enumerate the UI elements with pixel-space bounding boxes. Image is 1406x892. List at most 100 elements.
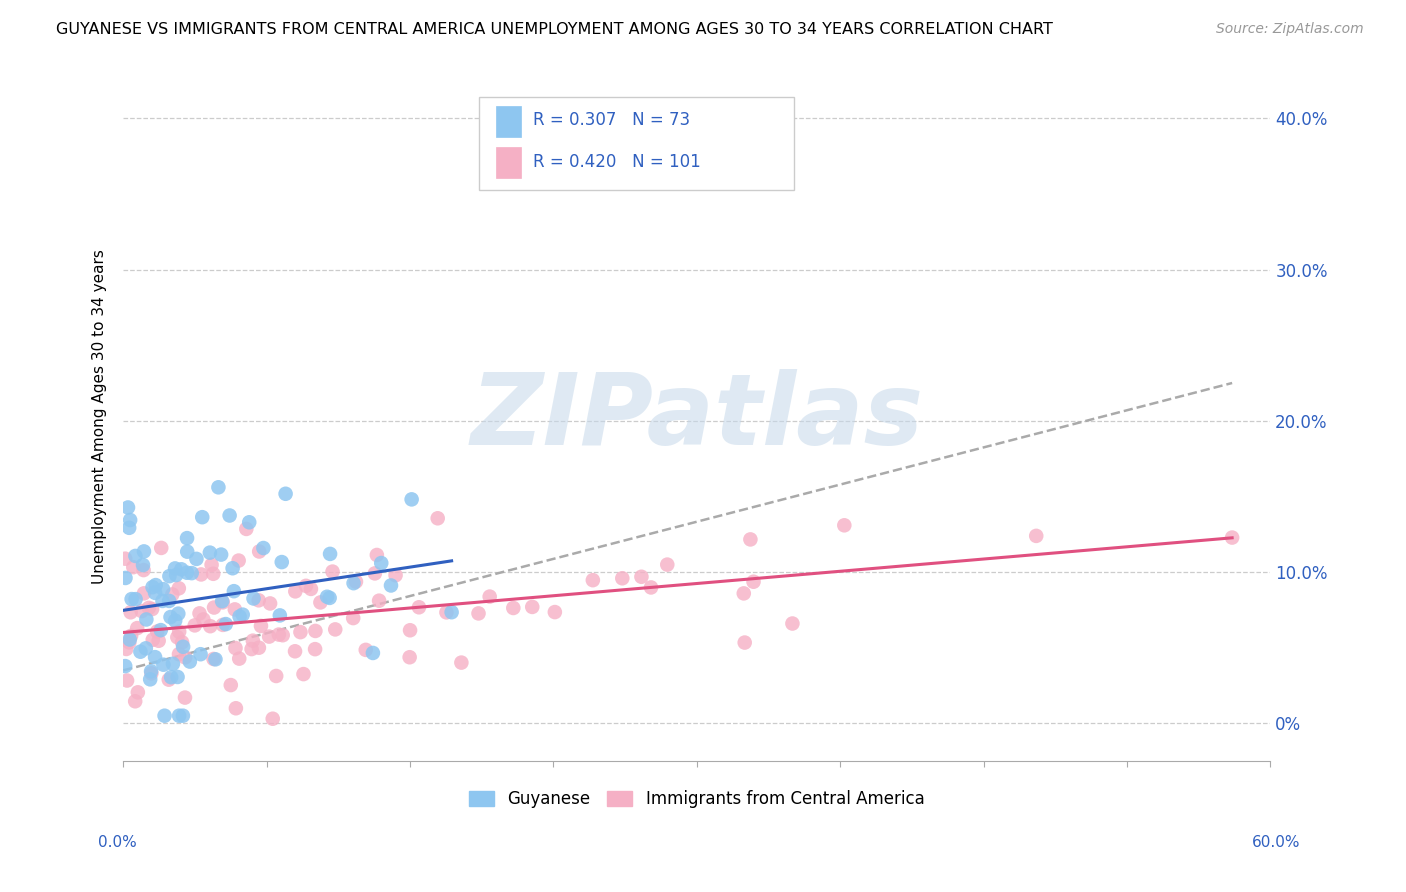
Point <box>191 510 214 524</box>
Text: 60.0%: 60.0% <box>1253 836 1301 850</box>
Point <box>242 633 264 648</box>
Point <box>247 640 270 655</box>
Point <box>247 593 270 607</box>
Point <box>176 566 198 580</box>
Point <box>170 635 193 649</box>
Point <box>232 607 254 622</box>
Point <box>159 610 181 624</box>
Point <box>436 606 458 620</box>
Point <box>200 558 222 572</box>
Point <box>399 624 422 638</box>
Point <box>384 568 406 582</box>
Point <box>135 612 157 626</box>
Point <box>167 708 190 723</box>
Point <box>235 522 257 536</box>
FancyBboxPatch shape <box>479 97 794 190</box>
Text: ZIPatlas: ZIPatlas <box>470 368 924 466</box>
Point <box>259 597 281 611</box>
Point <box>135 641 157 656</box>
Point <box>180 566 202 581</box>
Point <box>368 593 391 607</box>
Point <box>274 487 297 501</box>
Point <box>733 586 755 600</box>
Point <box>167 607 190 621</box>
Point <box>240 642 263 657</box>
Point <box>1220 531 1243 545</box>
Point <box>267 627 290 641</box>
Point <box>215 617 238 632</box>
Point <box>121 592 143 607</box>
Point <box>224 602 246 616</box>
Point <box>190 647 212 661</box>
Point <box>184 618 207 632</box>
Point <box>176 531 198 545</box>
Point <box>186 552 208 566</box>
Text: GUYANESE VS IMMIGRANTS FROM CENTRAL AMERICA UNEMPLOYMENT AMONG AGES 30 TO 34 YEA: GUYANESE VS IMMIGRANTS FROM CENTRAL AMER… <box>56 22 1053 37</box>
Point <box>657 558 679 572</box>
Point <box>120 629 142 643</box>
Point <box>190 567 212 582</box>
Point <box>250 619 273 633</box>
Point <box>114 551 136 566</box>
Point <box>166 670 188 684</box>
Point <box>172 708 194 723</box>
Point <box>269 608 291 623</box>
Point <box>364 566 387 581</box>
Point <box>202 566 225 581</box>
Point <box>211 595 233 609</box>
Point <box>342 576 364 591</box>
Text: R = 0.307   N = 73: R = 0.307 N = 73 <box>533 112 690 129</box>
Point <box>398 650 420 665</box>
Point <box>172 640 194 654</box>
Point <box>162 587 184 601</box>
Point <box>118 521 141 535</box>
Point <box>478 590 501 604</box>
Point <box>612 571 634 585</box>
Point <box>582 573 605 587</box>
Point <box>174 690 197 705</box>
Point <box>157 673 180 687</box>
Point <box>148 633 170 648</box>
Point <box>211 594 233 608</box>
Point <box>290 625 312 640</box>
Point <box>167 582 190 596</box>
Point <box>401 492 423 507</box>
Point <box>522 599 544 614</box>
Point <box>380 578 402 592</box>
Point <box>143 650 166 665</box>
Point <box>200 619 222 633</box>
Point <box>132 558 155 572</box>
Point <box>124 592 146 607</box>
Point <box>139 665 162 679</box>
Point <box>262 712 284 726</box>
Point <box>242 591 264 606</box>
Point <box>122 560 145 574</box>
Point <box>270 555 292 569</box>
Point <box>146 624 169 639</box>
Point <box>299 582 322 596</box>
Text: 0.0%: 0.0% <box>98 836 138 850</box>
Point <box>143 586 166 600</box>
Point <box>202 652 225 666</box>
Point <box>366 548 388 562</box>
Point <box>502 601 524 615</box>
Point <box>228 651 250 665</box>
Point <box>1025 529 1047 543</box>
Point <box>127 621 149 635</box>
Point <box>284 584 307 599</box>
Point <box>131 604 153 618</box>
Point <box>141 602 163 616</box>
Point <box>118 632 141 647</box>
Point <box>304 642 326 657</box>
Point <box>361 646 384 660</box>
Point <box>284 644 307 658</box>
Point <box>138 600 160 615</box>
Point <box>162 657 184 671</box>
Point <box>225 701 247 715</box>
Point <box>188 607 211 621</box>
Point <box>167 624 190 639</box>
Point <box>170 562 193 576</box>
Point <box>115 642 138 657</box>
Point <box>228 609 250 624</box>
Point <box>264 669 287 683</box>
